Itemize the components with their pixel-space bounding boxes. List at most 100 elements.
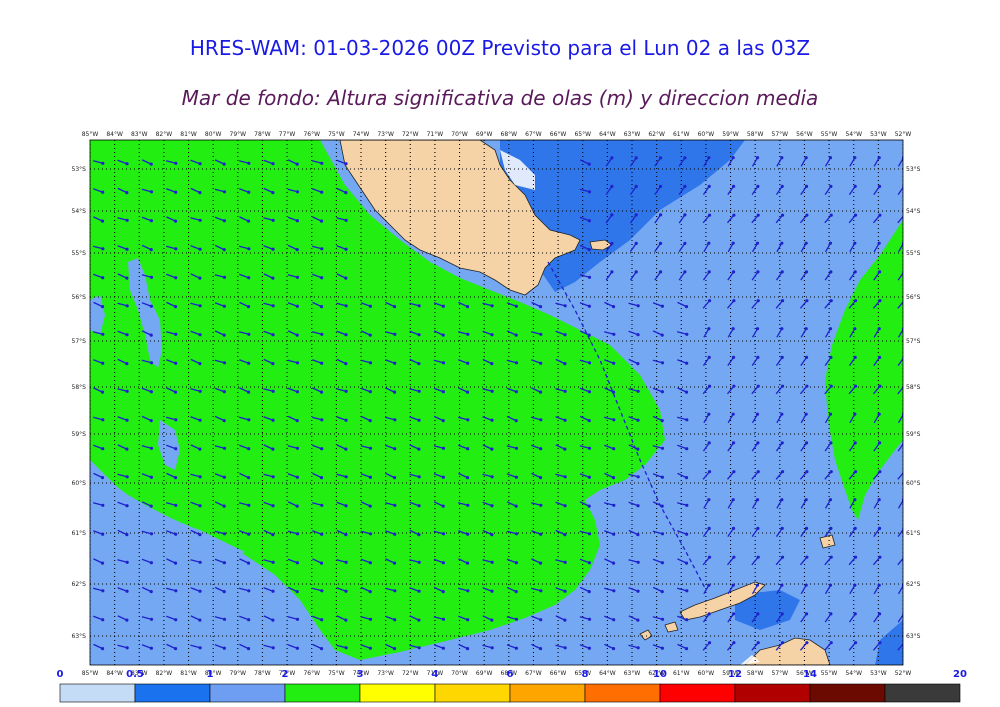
wave-arrow-head bbox=[804, 526, 809, 531]
wave-arrow-head bbox=[174, 332, 178, 336]
wave-arrow bbox=[800, 499, 807, 509]
wave-arrow bbox=[214, 359, 225, 364]
wave-arrow bbox=[555, 529, 566, 536]
wave-arrow-head bbox=[660, 532, 665, 536]
wave-arrow-head bbox=[344, 218, 348, 222]
wave-arrow bbox=[579, 445, 590, 449]
wave-arrow-head bbox=[587, 590, 591, 594]
wave-arrow bbox=[531, 444, 541, 450]
wave-arrow-head bbox=[514, 304, 518, 308]
wave-arrow bbox=[751, 556, 759, 566]
wave-arrow-head bbox=[392, 647, 397, 651]
wave-arrow-head bbox=[222, 475, 226, 479]
wave-arrow bbox=[239, 301, 249, 308]
wave-arrow-head bbox=[707, 470, 712, 474]
swell-zone-mid-blue-se bbox=[875, 620, 903, 665]
wave-arrow bbox=[531, 331, 541, 335]
wave-arrow bbox=[360, 415, 371, 422]
wave-arrow-head bbox=[804, 441, 809, 445]
wave-arrow-head bbox=[732, 470, 736, 474]
wave-arrow bbox=[654, 271, 662, 281]
wave-arrow-head bbox=[368, 446, 373, 450]
colorbar-label: 2 bbox=[282, 669, 289, 680]
longitude-tick-label: 54°W bbox=[845, 670, 862, 677]
wave-arrow-head bbox=[901, 241, 903, 245]
longitude-tick-label: 59°W bbox=[722, 670, 739, 677]
wave-arrow bbox=[727, 442, 735, 452]
wave-arrow-head bbox=[368, 532, 373, 536]
wave-arrow bbox=[652, 644, 663, 649]
wave-arrow bbox=[555, 587, 566, 592]
wave-arrow-head bbox=[538, 305, 543, 309]
wave-arrow bbox=[141, 644, 152, 649]
wave-arrow-head bbox=[125, 418, 129, 422]
wave-arrow bbox=[555, 473, 566, 478]
wave-arrow-head bbox=[587, 446, 592, 450]
wave-arrow bbox=[336, 302, 347, 307]
wave-arrow-head bbox=[805, 555, 809, 559]
wave-arrow-head bbox=[732, 641, 736, 645]
wave-arrow-head bbox=[539, 361, 543, 365]
latitude-tick-label: 59°S bbox=[72, 431, 87, 438]
wave-arrow-head bbox=[149, 361, 154, 365]
wave-arrow bbox=[579, 415, 590, 422]
longitude-tick-label: 78°W bbox=[254, 670, 271, 677]
wave-arrow bbox=[287, 530, 298, 535]
latitude-tick-label: 56°S bbox=[906, 294, 921, 301]
wave-arrow bbox=[872, 300, 881, 309]
wave-arrow bbox=[800, 328, 807, 338]
wave-arrow-head bbox=[149, 248, 153, 252]
wave-arrow-head bbox=[222, 504, 226, 508]
wave-arrow bbox=[239, 502, 249, 506]
longitude-tick-label: 79°W bbox=[230, 670, 247, 677]
wave-arrow-head bbox=[731, 612, 736, 616]
latitude-tick-label: 61°S bbox=[72, 530, 87, 537]
wave-arrow bbox=[604, 444, 614, 450]
wave-arrow-head bbox=[490, 560, 494, 564]
wave-arrow bbox=[579, 159, 590, 165]
wave-arrow bbox=[604, 416, 614, 421]
wave-arrow-head bbox=[222, 333, 226, 337]
wave-arrow-head bbox=[755, 583, 760, 587]
wave-direction-arrows bbox=[93, 156, 903, 651]
longitude-tick-label: 53°W bbox=[870, 670, 887, 677]
wave-arrow-head bbox=[853, 641, 858, 645]
wave-arrow bbox=[166, 502, 176, 506]
wave-arrow bbox=[531, 558, 541, 564]
wave-arrow bbox=[287, 159, 298, 165]
wave-arrow-head bbox=[660, 361, 665, 365]
wave-arrow-head bbox=[246, 476, 251, 480]
wave-arrow bbox=[652, 445, 663, 449]
wave-arrow bbox=[824, 556, 832, 566]
wave-arrow-head bbox=[587, 304, 591, 308]
wave-arrow-head bbox=[707, 498, 711, 502]
wave-arrow bbox=[677, 359, 687, 364]
colorbar-swatch bbox=[209, 683, 286, 703]
wave-arrow bbox=[360, 558, 371, 564]
wave-arrow bbox=[190, 416, 201, 421]
wave-arrow-head bbox=[295, 361, 300, 365]
wave-arrow bbox=[141, 501, 152, 507]
wave-arrow-head bbox=[829, 355, 833, 360]
wave-arrow bbox=[579, 359, 590, 364]
wave-arrow bbox=[799, 300, 808, 309]
wave-arrow-head bbox=[707, 612, 711, 616]
wave-arrow-head bbox=[660, 590, 664, 594]
wave-arrow bbox=[604, 530, 614, 535]
wave-arrow-head bbox=[610, 184, 614, 189]
wave-arrow-head bbox=[731, 355, 736, 360]
wave-arrow bbox=[263, 273, 274, 279]
wave-arrow bbox=[239, 216, 249, 222]
wave-arrow-head bbox=[901, 583, 903, 587]
wave-arrow-head bbox=[222, 219, 226, 223]
wave-arrow bbox=[751, 613, 759, 623]
longitude-tick-label: 82°W bbox=[156, 131, 173, 138]
wave-arrow-head bbox=[247, 503, 251, 507]
wave-arrow-head bbox=[393, 332, 397, 336]
wave-arrow-head bbox=[198, 560, 202, 564]
wave-arrow bbox=[897, 386, 903, 395]
wave-arrow bbox=[824, 186, 832, 195]
wave-arrow bbox=[312, 331, 322, 335]
wave-arrow-head bbox=[731, 156, 735, 160]
wave-arrow-head bbox=[125, 447, 129, 451]
